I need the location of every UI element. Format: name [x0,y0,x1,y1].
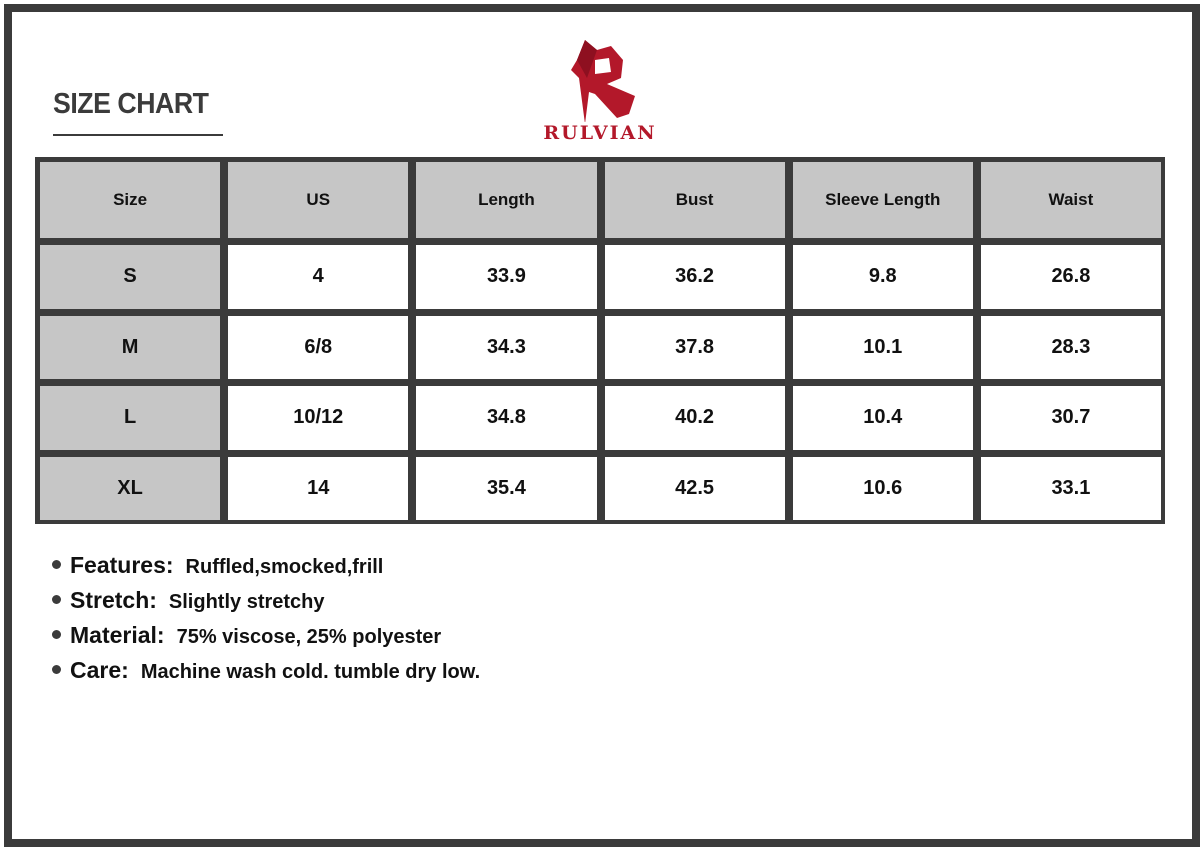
column-header: Waist [980,162,1161,238]
table-cell: 34.3 [416,315,597,379]
bullet-icon [52,630,61,639]
table-cell: 30.7 [980,386,1161,450]
size-table: Size US Length Bust Sleeve Length Waist S 4 33.9… [35,157,1165,524]
table-cell: 10/12 [228,386,409,450]
feature-value: Slightly stretchy [168,591,325,613]
table-cell: 10.6 [792,456,973,520]
feature-value: Machine wash cold. tumble dry low. [140,661,481,683]
brand-r-icon [571,40,635,124]
size-label-cell: S [40,245,221,309]
brand-name: RULVIAN [543,122,657,144]
feature-label: Stretch: [70,587,157,613]
feature-item: Features: Ruffled,smocked,frill [52,552,480,587]
table-cell: 9.8 [792,245,973,309]
table-cell: 42.5 [604,456,785,520]
table-cell: 33.9 [416,245,597,309]
feature-value: Ruffled,smocked,frill [185,556,384,578]
feature-label: Care: [70,657,129,683]
table-cell: 40.2 [604,386,785,450]
table-cell: 6/8 [228,315,409,379]
product-features: Features: Ruffled,smocked,frill Stretch: Sl… [52,552,480,692]
table-cell: 14 [228,456,409,520]
feature-item: Material: 75% viscose, 25% polyester [52,622,480,657]
size-label-cell: XL [40,456,221,520]
bullet-icon [52,595,61,604]
brand-logo: RULVIAN [525,38,675,148]
page-title: SIZE CHART [53,88,209,120]
table-cell: 28.3 [980,315,1161,379]
column-header: Sleeve Length [792,162,973,238]
table-cell: 10.1 [792,315,973,379]
column-header: Length [416,162,597,238]
column-header: Bust [604,162,785,238]
size-label-cell: M [40,315,221,379]
bullet-icon [52,665,61,674]
feature-item: Stretch: Slightly stretchy [52,587,480,622]
feature-value: 75% viscose, 25% polyester [176,626,442,648]
column-header: US [228,162,409,238]
size-label-cell: L [40,386,221,450]
table-cell: 37.8 [604,315,785,379]
title-underline [53,134,223,136]
table-cell: 33.1 [980,456,1161,520]
table-cell: 35.4 [416,456,597,520]
feature-label: Features: [70,552,174,578]
table-cell: 4 [228,245,409,309]
column-header: Size [40,162,221,238]
feature-label: Material: [70,622,165,648]
bullet-icon [52,560,61,569]
table-cell: 26.8 [980,245,1161,309]
table-cell: 34.8 [416,386,597,450]
feature-item: Care: Machine wash cold. tumble dry low. [52,657,480,692]
table-cell: 36.2 [604,245,785,309]
table-cell: 10.4 [792,386,973,450]
